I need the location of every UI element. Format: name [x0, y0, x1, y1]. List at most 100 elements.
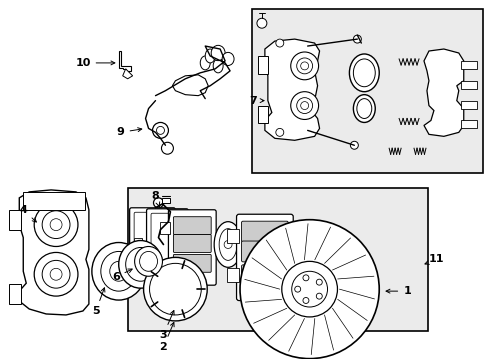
Circle shape: [300, 102, 308, 109]
Circle shape: [161, 142, 173, 154]
Circle shape: [163, 274, 170, 282]
Circle shape: [50, 268, 62, 280]
FancyBboxPatch shape: [168, 210, 216, 285]
Circle shape: [185, 290, 192, 297]
FancyBboxPatch shape: [241, 241, 287, 262]
Circle shape: [281, 261, 337, 317]
Circle shape: [42, 260, 70, 288]
FancyBboxPatch shape: [241, 221, 287, 242]
Circle shape: [143, 257, 207, 321]
Circle shape: [165, 279, 185, 299]
Ellipse shape: [211, 45, 224, 60]
Circle shape: [291, 271, 327, 307]
Bar: [460, 81, 476, 89]
FancyBboxPatch shape: [173, 255, 211, 272]
Ellipse shape: [222, 53, 234, 66]
Circle shape: [303, 297, 308, 303]
Circle shape: [180, 274, 187, 282]
Circle shape: [224, 240, 232, 248]
Text: 10: 10: [75, 58, 115, 68]
PathPatch shape: [264, 39, 319, 140]
Text: 8: 8: [151, 191, 160, 206]
Circle shape: [294, 286, 300, 292]
Circle shape: [172, 300, 179, 306]
Circle shape: [316, 279, 322, 285]
Bar: [23, 192, 85, 210]
Ellipse shape: [349, 54, 379, 92]
Circle shape: [296, 58, 312, 74]
FancyBboxPatch shape: [173, 235, 211, 252]
Circle shape: [290, 52, 318, 80]
Ellipse shape: [101, 251, 136, 291]
Ellipse shape: [353, 59, 374, 87]
FancyBboxPatch shape: [151, 213, 183, 276]
Circle shape: [153, 198, 163, 208]
Circle shape: [34, 252, 78, 296]
Circle shape: [256, 18, 266, 28]
Bar: [460, 121, 476, 129]
Circle shape: [316, 293, 322, 299]
Text: 1: 1: [386, 286, 410, 296]
Bar: [226, 229, 239, 243]
Ellipse shape: [92, 243, 145, 300]
Circle shape: [350, 141, 358, 149]
Ellipse shape: [214, 222, 242, 267]
Circle shape: [152, 122, 168, 138]
Circle shape: [300, 62, 308, 70]
PathPatch shape: [119, 51, 130, 71]
Bar: [257, 105, 267, 123]
Bar: [133, 238, 142, 249]
Bar: [160, 222, 170, 234]
Bar: [9, 284, 21, 304]
PathPatch shape: [423, 49, 463, 136]
Ellipse shape: [205, 49, 215, 63]
Circle shape: [158, 290, 165, 297]
Bar: [460, 61, 476, 69]
Circle shape: [240, 220, 379, 359]
Circle shape: [42, 211, 70, 239]
Bar: [226, 268, 239, 282]
FancyBboxPatch shape: [291, 223, 331, 292]
Text: 2: 2: [159, 323, 174, 352]
Bar: [162, 198, 170, 203]
Text: 7: 7: [248, 96, 264, 105]
Ellipse shape: [125, 247, 155, 281]
Bar: [290, 268, 302, 282]
FancyBboxPatch shape: [241, 265, 287, 286]
Ellipse shape: [219, 229, 237, 260]
Bar: [460, 100, 476, 109]
Circle shape: [290, 92, 318, 120]
Circle shape: [275, 129, 283, 136]
Bar: [9, 210, 21, 230]
Circle shape: [353, 35, 361, 43]
Bar: [290, 229, 302, 243]
Circle shape: [155, 269, 195, 309]
PathPatch shape: [172, 75, 208, 96]
FancyBboxPatch shape: [129, 208, 175, 287]
FancyBboxPatch shape: [146, 209, 188, 280]
Bar: [257, 56, 267, 74]
FancyBboxPatch shape: [236, 214, 293, 301]
Circle shape: [303, 275, 308, 281]
Circle shape: [149, 264, 201, 315]
Ellipse shape: [353, 95, 374, 122]
PathPatch shape: [307, 228, 334, 271]
Circle shape: [275, 39, 283, 47]
Ellipse shape: [134, 247, 162, 276]
Circle shape: [50, 219, 62, 231]
Ellipse shape: [109, 261, 127, 281]
Ellipse shape: [139, 251, 157, 271]
Ellipse shape: [356, 99, 371, 118]
FancyBboxPatch shape: [173, 217, 211, 235]
Circle shape: [296, 98, 312, 113]
Text: 3: 3: [159, 311, 174, 340]
Circle shape: [156, 126, 164, 134]
Text: 9: 9: [117, 127, 142, 138]
PathPatch shape: [19, 190, 89, 315]
Bar: [133, 257, 142, 269]
Text: 6: 6: [112, 269, 132, 282]
Text: 5: 5: [92, 288, 105, 316]
Bar: [251, 9, 482, 173]
PathPatch shape: [122, 69, 132, 79]
Bar: [160, 260, 170, 271]
